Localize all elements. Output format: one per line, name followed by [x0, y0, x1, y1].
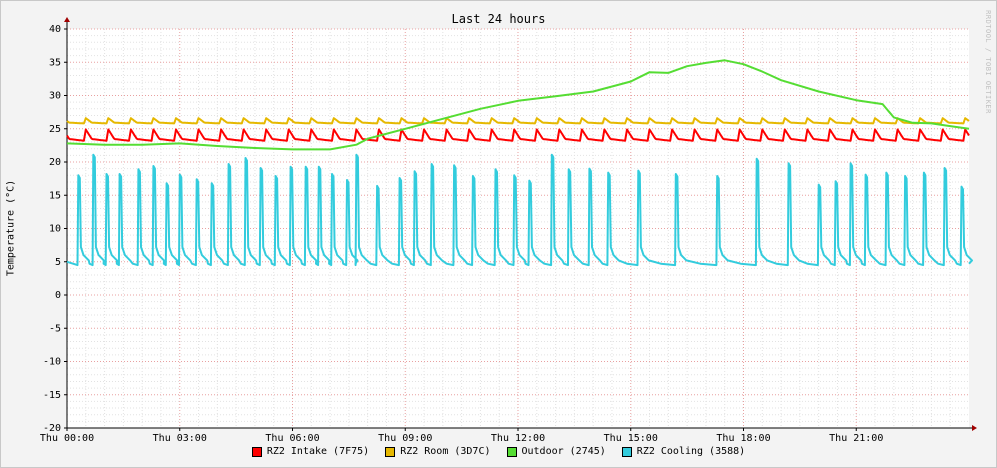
y-tick-label: -15 [43, 390, 61, 401]
legend-label-cooling: RZ2 Cooling (3588) [636, 446, 746, 457]
legend-swatch-cooling [621, 446, 632, 457]
legend-swatch-outdoor [506, 446, 517, 457]
x-tick-label: Thu 15:00 [604, 433, 658, 444]
y-tick-label: 25 [49, 124, 61, 135]
legend-swatch-intake [251, 446, 262, 457]
y-tick-label: -10 [43, 357, 61, 368]
series-line-outdoor [66, 59, 970, 151]
legend-swatch-room [385, 446, 396, 457]
x-tick-label: Thu 09:00 [378, 433, 432, 444]
y-tick-label: 35 [49, 57, 61, 68]
series-line-room [66, 117, 970, 125]
x-tick-label: Thu 12:00 [491, 433, 545, 444]
legend: RZ2 Intake (7F75) RZ2 Room (3D7C) Outdoo… [0, 446, 997, 457]
legend-label-room: RZ2 Room (3D7C) [400, 446, 491, 457]
legend-item-cooling: RZ2 Cooling (3588) [621, 446, 746, 457]
x-axis-arrow [972, 425, 977, 431]
y-tick-label: 10 [49, 224, 61, 235]
y-tick-label: -20 [43, 423, 61, 434]
x-tick-label: Thu 21:00 [829, 433, 883, 444]
y-tick-label: 30 [49, 91, 61, 102]
legend-item-outdoor: Outdoor (2745) [506, 446, 606, 457]
y-axis-arrow [64, 17, 70, 22]
y-tick-label: 0 [55, 290, 61, 301]
y-tick-label: -5 [49, 323, 61, 334]
series-line-cooling [66, 153, 973, 267]
y-tick-label: 5 [55, 257, 61, 268]
series-line-intake [66, 128, 970, 142]
x-tick-label: Thu 00:00 [40, 433, 94, 444]
legend-item-intake: RZ2 Intake (7F75) [251, 446, 370, 457]
x-tick-label: Thu 03:00 [153, 433, 207, 444]
chart-title: Last 24 hours [451, 12, 546, 26]
x-tick-label: Thu 06:00 [265, 433, 319, 444]
y-tick-label: 20 [49, 157, 61, 168]
y-tick-label: 15 [49, 190, 61, 201]
legend-label-intake: RZ2 Intake (7F75) [266, 446, 370, 457]
x-tick-label: Thu 18:00 [716, 433, 770, 444]
legend-item-room: RZ2 Room (3D7C) [385, 446, 491, 457]
legend-label-outdoor: Outdoor (2745) [521, 446, 606, 457]
y-tick-label: 40 [49, 24, 61, 35]
